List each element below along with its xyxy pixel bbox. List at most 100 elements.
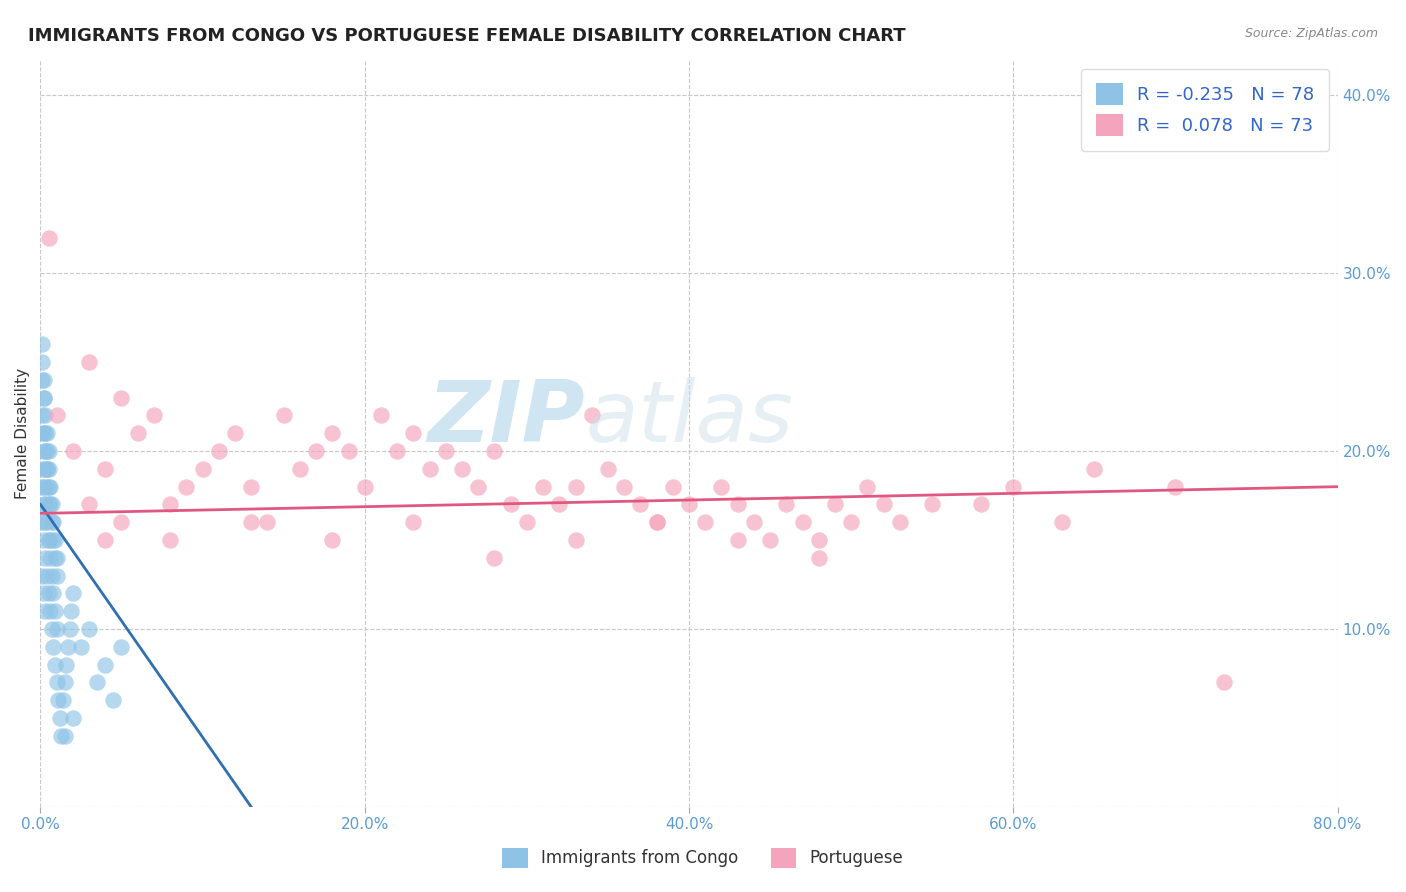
Legend: Immigrants from Congo, Portuguese: Immigrants from Congo, Portuguese [496,841,910,875]
Point [45,409,67,423]
Point [288,462,311,476]
Point [921,498,943,512]
Point [31,337,53,351]
Point [55,657,77,672]
Point [727,498,749,512]
Point [31,373,53,387]
Point [35,444,58,458]
Point [110,640,132,654]
Point [662,480,685,494]
Point [1164,480,1187,494]
Point [44,533,66,547]
Point [45,550,67,565]
Point [53,675,76,690]
Point [159,498,181,512]
Point [41,568,63,582]
Point [110,515,132,529]
Point [38,480,60,494]
Point [44,550,66,565]
Point [35,426,58,441]
Point [856,480,879,494]
Point [42,515,65,529]
Point [564,480,586,494]
Y-axis label: Female Disability: Female Disability [15,368,30,499]
Point [39,498,62,512]
Point [872,498,894,512]
Point [32,533,55,547]
Point [35,462,58,476]
Point [34,515,56,529]
Point [110,391,132,405]
Point [53,729,76,743]
Point [645,515,668,529]
Point [32,444,55,458]
Point [564,533,586,547]
Point [41,498,63,512]
Point [42,533,65,547]
Point [38,586,60,600]
Point [34,426,56,441]
Point [889,515,911,529]
Point [385,444,408,458]
Point [34,550,56,565]
Point [970,498,993,512]
Point [103,693,125,707]
Point [467,480,489,494]
Point [581,409,603,423]
Point [775,498,797,512]
Point [1050,515,1073,529]
Point [44,604,66,618]
Point [94,462,117,476]
Point [38,462,60,476]
Point [142,409,165,423]
Point [321,426,343,441]
Point [34,604,56,618]
Point [35,515,58,529]
Point [434,444,457,458]
Point [46,693,69,707]
Point [32,391,55,405]
Point [39,604,62,618]
Point [42,586,65,600]
Point [45,568,67,582]
Point [240,480,263,494]
Point [62,586,84,600]
Point [35,462,58,476]
Point [31,462,53,476]
Point [56,640,79,654]
Point [224,426,246,441]
Point [59,622,82,636]
Point [51,729,73,743]
Point [499,498,522,512]
Point [70,640,93,654]
Point [77,498,100,512]
Point [353,480,375,494]
Point [31,480,53,494]
Point [38,230,60,244]
Point [695,515,717,529]
Legend: R = -0.235   N = 78, R =  0.078   N = 73: R = -0.235 N = 78, R = 0.078 N = 73 [1081,69,1329,151]
Point [596,462,619,476]
Point [49,711,72,725]
Point [191,462,214,476]
Point [742,515,765,529]
Point [62,444,84,458]
Point [628,498,651,512]
Point [34,498,56,512]
Point [31,409,53,423]
Point [402,515,425,529]
Point [484,444,506,458]
Point [516,515,538,529]
Point [31,568,53,582]
Point [807,533,830,547]
Point [45,675,67,690]
Point [727,533,749,547]
Point [39,480,62,494]
Point [31,515,53,529]
Point [44,657,66,672]
Point [1213,675,1236,690]
Point [256,515,278,529]
Point [52,693,75,707]
Text: ZIP: ZIP [427,376,585,460]
Point [32,480,55,494]
